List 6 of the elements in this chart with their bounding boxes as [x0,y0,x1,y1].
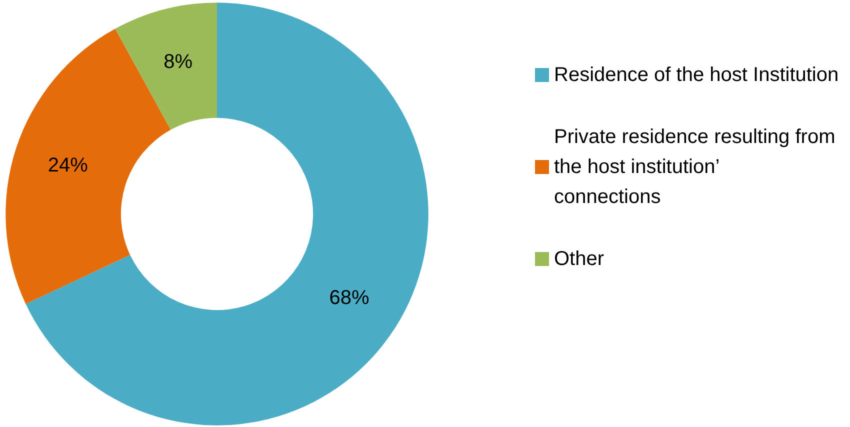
legend-label: Other [554,248,604,270]
data-label: 68% [329,286,370,309]
data-label: 24% [48,154,88,177]
legend-label: Private residence resulting from the host institution’ connections [554,126,841,208]
legend-label: Residence of the host Institution [554,64,839,86]
data-label: 8% [164,51,193,74]
